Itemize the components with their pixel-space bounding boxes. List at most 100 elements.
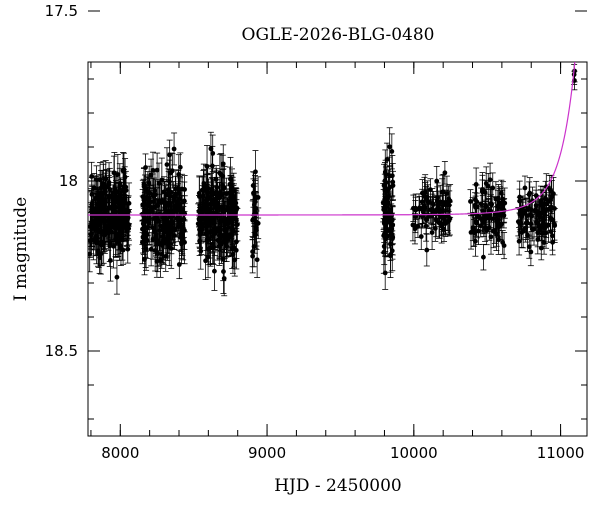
data-point (231, 245, 237, 250)
data-point (234, 239, 239, 245)
data-point (473, 238, 478, 244)
data-point (495, 212, 501, 218)
data-point (577, 24, 582, 29)
data-point (538, 245, 544, 251)
data-point (578, 5, 583, 10)
data-point (549, 233, 555, 239)
data-point (439, 215, 445, 220)
data-point (523, 208, 528, 214)
data-point (387, 208, 393, 214)
data-point (213, 189, 219, 195)
data-point (424, 247, 430, 253)
data-point (108, 258, 113, 263)
data-point (225, 217, 231, 223)
observing-season (380, 127, 397, 290)
data-point (204, 163, 210, 169)
data-point (484, 215, 490, 221)
data-point (493, 231, 499, 237)
data-point (418, 234, 424, 239)
data-point (210, 219, 216, 225)
data-point (526, 244, 532, 250)
data-point (172, 233, 177, 238)
data-point (440, 209, 446, 214)
data-point (543, 196, 548, 201)
data-point (93, 234, 99, 240)
data-point (177, 164, 183, 170)
data-point (171, 146, 177, 152)
data-point (111, 224, 117, 230)
data-point (575, 35, 580, 40)
chart-title: OGLE-2026-BLG-0480 (242, 25, 435, 45)
data-point (179, 241, 184, 247)
data-point (443, 219, 449, 224)
data-point (434, 178, 440, 184)
data-point (154, 167, 160, 173)
data-point (95, 227, 101, 233)
data-point (156, 199, 162, 205)
observing-season (195, 131, 241, 297)
observing-season (139, 132, 188, 280)
data-point (429, 200, 435, 206)
data-point (105, 225, 110, 231)
data-point (488, 234, 494, 240)
data-point (203, 258, 208, 264)
data-point (412, 226, 418, 232)
data-point (427, 187, 433, 193)
x-tick-label: 9000 (248, 444, 286, 462)
data-point (481, 254, 486, 260)
data-point (161, 216, 167, 221)
data-point (210, 150, 216, 156)
data-point (103, 176, 109, 182)
data-point (164, 162, 170, 167)
data-point (529, 226, 535, 232)
data-point (122, 208, 128, 214)
observing-season (249, 150, 262, 278)
data-point (546, 222, 551, 228)
data-point (548, 188, 554, 194)
data-point (111, 170, 117, 176)
data-point (255, 220, 261, 226)
data-point (143, 246, 149, 252)
data-point (220, 173, 226, 179)
data-point (197, 194, 202, 199)
observing-season (467, 162, 508, 271)
data-point (148, 208, 154, 213)
axis-ticks (88, 10, 587, 436)
data-point (211, 196, 217, 202)
data-point (548, 215, 553, 221)
x-axis-label: HJD - 2450000 (274, 476, 402, 496)
observing-season (409, 161, 454, 267)
data-point (155, 250, 161, 256)
data-point (423, 217, 429, 223)
data-point (89, 173, 95, 179)
data-point (578, 0, 583, 1)
data-point (483, 181, 489, 186)
data-point (232, 257, 238, 263)
data-point (501, 243, 507, 248)
data-point (221, 269, 226, 274)
data-point (177, 206, 182, 212)
data-point (552, 221, 557, 227)
data-point (474, 220, 480, 226)
data-point (145, 224, 151, 230)
data-point (533, 203, 539, 208)
data-point (206, 246, 211, 252)
data-point (205, 254, 211, 260)
data-point (390, 234, 396, 240)
data-point (150, 167, 156, 173)
data-point (419, 199, 425, 205)
data-point (146, 180, 152, 186)
plot-area: 8000 9000 10000 11000 17.5 18 18.5 (45, 0, 588, 462)
data-point (472, 197, 478, 202)
data-point (204, 197, 209, 203)
data-point (169, 219, 174, 224)
data-point (390, 183, 396, 188)
data-point (230, 227, 236, 232)
data-point (522, 185, 528, 191)
data-point (141, 220, 147, 226)
data-point (250, 183, 256, 188)
data-point (476, 228, 481, 234)
data-points (88, 0, 583, 297)
data-point (384, 157, 390, 162)
data-point (216, 225, 221, 231)
